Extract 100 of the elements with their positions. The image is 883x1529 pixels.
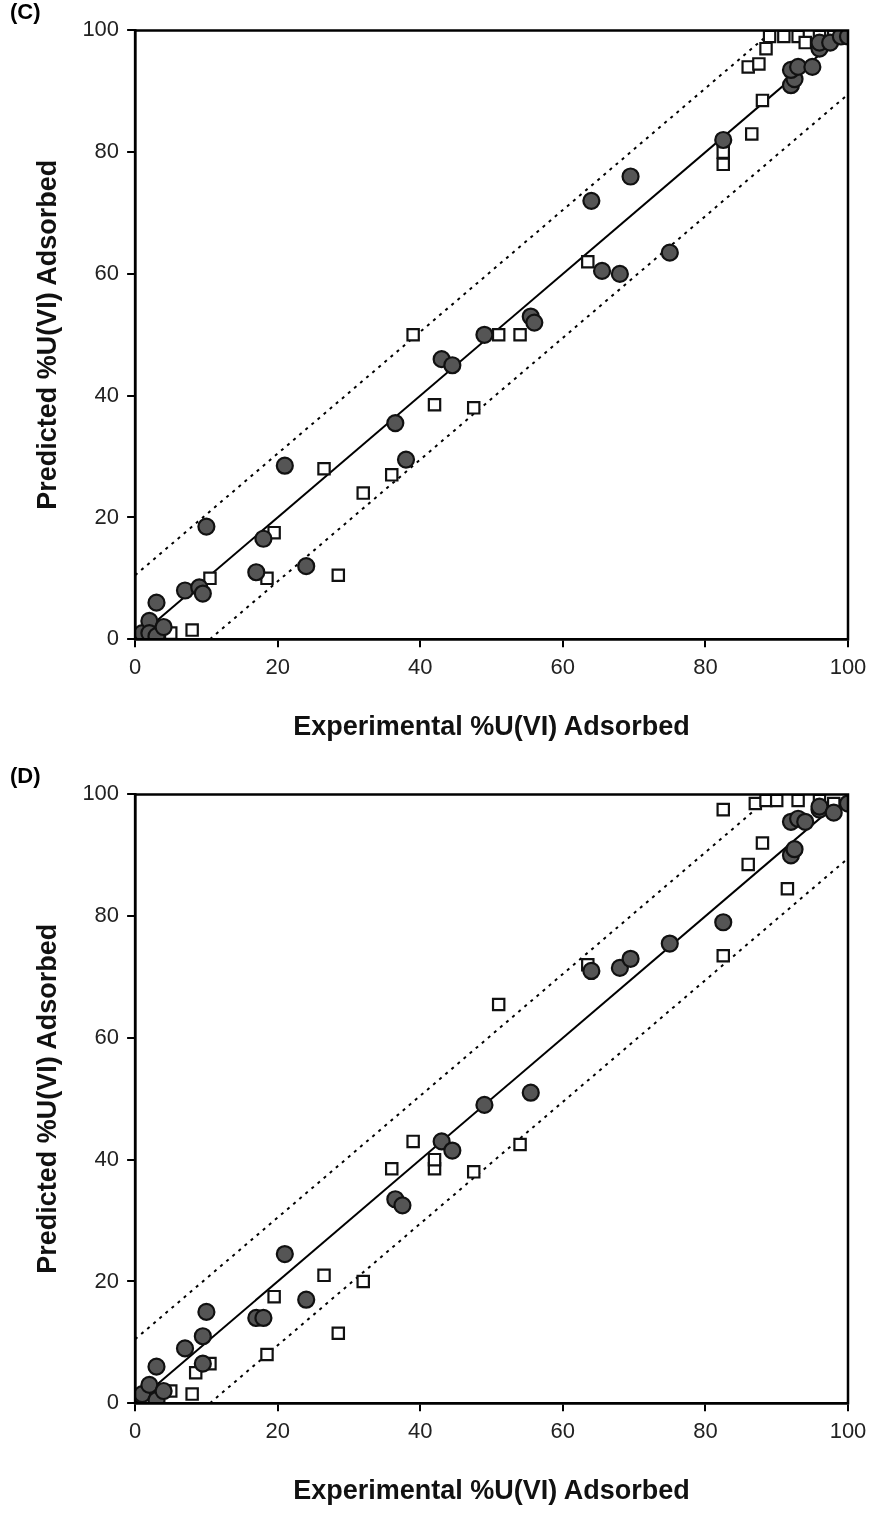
point bbox=[621, 167, 640, 186]
point bbox=[317, 461, 331, 476]
point bbox=[582, 191, 601, 210]
point bbox=[175, 1339, 195, 1358]
point bbox=[406, 328, 420, 342]
y-tick-label: 100 bbox=[82, 16, 120, 42]
x-tick-label: 100 bbox=[829, 1418, 867, 1444]
y-tick-label: 60 bbox=[94, 259, 120, 285]
point bbox=[475, 1095, 494, 1114]
point bbox=[396, 450, 416, 469]
point bbox=[267, 1289, 281, 1304]
point bbox=[660, 243, 679, 262]
point bbox=[525, 313, 544, 332]
point bbox=[386, 413, 405, 433]
chart-title: (D) bbox=[10, 763, 41, 789]
x-tick-label: 0 bbox=[128, 1418, 142, 1444]
y-tick-label: 80 bbox=[94, 902, 120, 928]
point bbox=[466, 401, 481, 415]
x-tick-label: 20 bbox=[265, 654, 290, 680]
point bbox=[777, 30, 791, 44]
y-tick-label: 40 bbox=[94, 1145, 120, 1171]
point bbox=[716, 157, 730, 172]
point bbox=[185, 623, 199, 637]
point bbox=[356, 486, 370, 500]
point bbox=[254, 1308, 273, 1328]
point bbox=[193, 584, 212, 603]
point bbox=[716, 802, 730, 817]
point bbox=[796, 812, 815, 831]
point bbox=[275, 1244, 294, 1264]
point bbox=[759, 41, 773, 56]
point bbox=[331, 568, 346, 583]
point bbox=[466, 1165, 481, 1179]
point bbox=[443, 356, 462, 375]
point bbox=[203, 571, 217, 586]
x-tick-label: 60 bbox=[550, 1418, 576, 1444]
x-axis-title: Experimental %U(VI) Adsorbed bbox=[293, 1475, 690, 1506]
point bbox=[785, 840, 804, 859]
point bbox=[331, 1326, 346, 1340]
point bbox=[193, 1354, 212, 1373]
point bbox=[741, 60, 755, 74]
point bbox=[427, 398, 442, 412]
x-tick-label: 40 bbox=[408, 654, 433, 680]
point bbox=[791, 794, 805, 808]
point bbox=[824, 803, 843, 822]
point bbox=[185, 1387, 199, 1401]
point bbox=[317, 1268, 331, 1283]
point bbox=[582, 961, 601, 981]
point bbox=[147, 1357, 166, 1376]
point bbox=[197, 1302, 216, 1321]
point bbox=[491, 997, 506, 1012]
x-tick-label: 0 bbox=[128, 654, 142, 680]
x-tick-label: 80 bbox=[693, 654, 718, 680]
point bbox=[297, 1290, 316, 1309]
point bbox=[755, 93, 770, 108]
point bbox=[789, 57, 808, 77]
point bbox=[384, 468, 399, 482]
point bbox=[147, 593, 166, 612]
x-axis-title: Experimental %U(VI) Adsorbed bbox=[293, 711, 690, 742]
point bbox=[798, 35, 812, 50]
point bbox=[154, 617, 173, 637]
y-tick-label: 20 bbox=[94, 1267, 120, 1293]
point bbox=[745, 127, 759, 141]
point bbox=[660, 934, 679, 953]
point bbox=[610, 264, 629, 284]
point bbox=[752, 57, 766, 71]
point bbox=[741, 857, 755, 872]
point bbox=[254, 529, 273, 548]
point bbox=[193, 1327, 212, 1346]
point bbox=[154, 1381, 173, 1401]
x-tick-label: 60 bbox=[550, 654, 576, 680]
y-tick-label: 80 bbox=[94, 138, 120, 164]
point bbox=[356, 1274, 370, 1289]
point bbox=[475, 325, 494, 344]
point bbox=[197, 517, 216, 536]
point bbox=[592, 261, 612, 280]
y-tick-label: 100 bbox=[82, 780, 120, 806]
x-tick-label: 20 bbox=[265, 1418, 290, 1444]
y-tick-label: 20 bbox=[94, 503, 120, 529]
point bbox=[443, 1141, 462, 1160]
y-tick-label: 0 bbox=[106, 625, 120, 651]
point bbox=[491, 328, 506, 342]
point bbox=[393, 1196, 412, 1215]
point bbox=[780, 882, 795, 896]
point bbox=[513, 328, 527, 342]
point bbox=[297, 557, 316, 576]
point bbox=[621, 949, 640, 968]
point bbox=[384, 1162, 399, 1176]
y-tick-label: 60 bbox=[94, 1023, 120, 1049]
x-tick-label: 100 bbox=[829, 654, 867, 680]
point bbox=[521, 1083, 540, 1102]
chart-title: (C) bbox=[10, 0, 41, 25]
y-axis-title: Predicted %U(VI) Adsorbed bbox=[31, 159, 62, 510]
y-tick-label: 0 bbox=[106, 1389, 120, 1415]
point bbox=[513, 1137, 527, 1152]
point bbox=[755, 836, 770, 850]
point bbox=[803, 57, 822, 77]
point bbox=[581, 254, 595, 269]
point bbox=[247, 563, 266, 582]
point bbox=[406, 1134, 420, 1149]
y-tick-label: 40 bbox=[94, 381, 120, 407]
